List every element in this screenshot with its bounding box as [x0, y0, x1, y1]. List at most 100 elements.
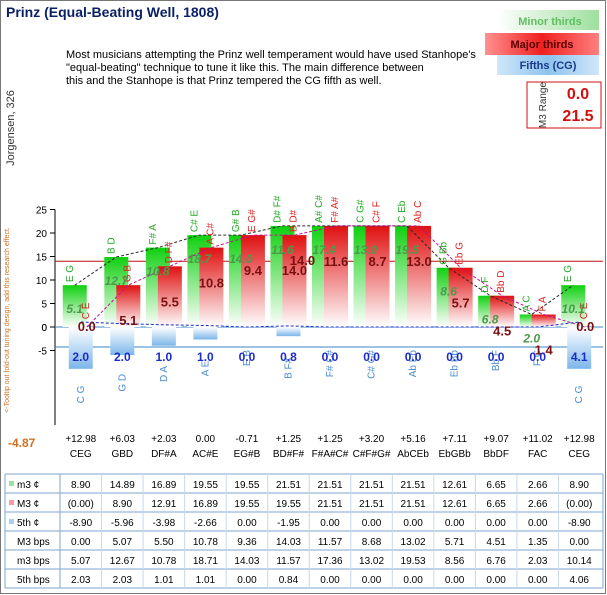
- table-cell: 10.78: [151, 556, 176, 567]
- fifth-bar: [68, 327, 93, 369]
- major-third-bar: [365, 225, 390, 327]
- minor-third-bps-label: 11.6: [271, 243, 294, 257]
- table-cell: 8.68: [362, 537, 382, 548]
- major-third-bar: [240, 235, 265, 327]
- table-cell: -1.95: [277, 518, 300, 529]
- legend-minor-label: Minor thirds: [518, 16, 582, 28]
- y-tick-label: -5: [38, 347, 47, 358]
- major-third-bar: [448, 267, 473, 327]
- fifth-note: C G: [574, 385, 585, 403]
- fifth-bps-label: 0.0: [363, 350, 380, 364]
- category-label: CEG: [568, 449, 590, 460]
- fifth-note: G D: [117, 374, 128, 392]
- fifth-bps-label: 2.0: [114, 350, 131, 364]
- major-third-bar: [157, 266, 182, 327]
- table-cell: 16.89: [151, 480, 176, 491]
- major-third-bps-label: 14.0: [282, 263, 307, 278]
- minor-third-note: E G: [65, 265, 76, 282]
- table-row-label: 5th ¢: [17, 518, 39, 529]
- table-cell: 2.03: [113, 575, 133, 586]
- major-third-bps-label: 0.0: [78, 319, 96, 334]
- minor-third-note: E G: [563, 265, 574, 282]
- table-cell: 2.66: [528, 499, 548, 510]
- minor-third-bps-label: 2.0: [522, 331, 540, 345]
- table-cell: 5.07: [71, 556, 91, 567]
- table-cell: 0.00: [362, 518, 382, 529]
- offset-label: +5.16: [400, 434, 426, 445]
- fifth-bps-label: 1.0: [156, 350, 173, 364]
- fifth-bps-label: 4.1: [571, 350, 588, 364]
- major-third-bar: [490, 295, 515, 327]
- category-label: GBD: [111, 449, 133, 460]
- fifth-note: E B: [242, 350, 253, 366]
- table-cell: 12.61: [442, 499, 467, 510]
- major-third-bps-label: 1.4: [535, 342, 554, 357]
- major-third-bps-label: 10.8: [199, 276, 224, 291]
- table-cell: 12.67: [110, 556, 135, 567]
- table-cell: 19.55: [234, 480, 259, 491]
- table-cell: 12.61: [442, 480, 467, 491]
- major-third-trend: [86, 225, 586, 328]
- fifth-bar: [151, 327, 176, 346]
- table-cell: 21.51: [401, 480, 426, 491]
- table-cell: 19.55: [276, 499, 301, 510]
- offset-label: +1.25: [276, 434, 302, 445]
- m3-range-box: [526, 81, 602, 129]
- table-cell: 2.03: [528, 556, 548, 567]
- minor-third-note: F# A: [148, 224, 159, 245]
- major-third-note: A C#: [205, 222, 216, 244]
- table-cell: -3.98: [152, 518, 175, 529]
- y-tick-label: 20: [36, 229, 48, 240]
- table-cell: 16.89: [193, 499, 218, 510]
- table-cell: 5.50: [154, 537, 174, 548]
- table-cell: 0.00: [403, 518, 423, 529]
- major-third-note: C# F: [372, 201, 383, 223]
- table-cell: 6.65: [486, 480, 506, 491]
- table-cell: 0.00: [237, 575, 257, 586]
- minor-third-trend: [74, 225, 574, 316]
- offset-label: +9.07: [483, 434, 509, 445]
- offset-label: +2.03: [151, 434, 177, 445]
- table-cell: 2.03: [71, 575, 91, 586]
- table-cell: 21.51: [317, 480, 342, 491]
- table-cell: (0.00): [68, 499, 94, 510]
- table-cell: 14.89: [110, 480, 135, 491]
- table-cell: 0.00: [362, 575, 382, 586]
- table-cell: 21.51: [317, 499, 342, 510]
- y-tick-label: 5: [41, 300, 47, 311]
- fifth-note: Eb Bb: [450, 350, 461, 378]
- legend-major-swatch: [485, 33, 599, 55]
- table-cell: 14.03: [276, 537, 301, 548]
- table-row-swatch: [9, 481, 14, 486]
- fifth-bps-label: 0.8: [280, 350, 297, 364]
- reference-line-label: 14.0: [290, 253, 315, 268]
- table-cell: 0.00: [445, 575, 465, 586]
- chart-title: Prinz (Equal-Beating Well, 1808): [6, 4, 219, 20]
- offset-label: +12.98: [65, 434, 96, 445]
- major-third-bps-label: 4.5: [493, 324, 511, 339]
- category-label: BD#F#: [273, 449, 305, 460]
- y-tick-label: 0: [41, 323, 47, 334]
- major-third-note: C E: [81, 302, 92, 319]
- fifth-bps-label: 0.0: [239, 350, 256, 364]
- fifth-bps-label: 0.0: [322, 350, 339, 364]
- legend-fifth-swatch: [497, 55, 599, 75]
- table-cell: -5.96: [111, 518, 134, 529]
- major-third-note: D F#: [164, 241, 175, 263]
- table-cell: 8.90: [71, 480, 91, 491]
- major-third-bps-label: 5.7: [452, 296, 470, 311]
- offset-label: 0.00: [196, 434, 216, 445]
- offset-label: +12.98: [564, 434, 595, 445]
- fifth-note: C G: [76, 385, 87, 403]
- table-cell: 8.90: [569, 480, 589, 491]
- minor-third-note: C Eb: [397, 200, 408, 223]
- table-cell: 0.00: [486, 575, 506, 586]
- major-third-bps-label: 13.0: [406, 254, 431, 269]
- major-third-bps-label: 5.5: [161, 294, 179, 309]
- table-cell: 21.51: [401, 499, 426, 510]
- fifth-bar: [193, 327, 218, 340]
- offset-label: +7.11: [442, 434, 467, 445]
- table-cell: -2.66: [194, 518, 217, 529]
- minor-third-bps-label: 12.7: [105, 274, 130, 288]
- table-cell: 11.57: [318, 537, 343, 548]
